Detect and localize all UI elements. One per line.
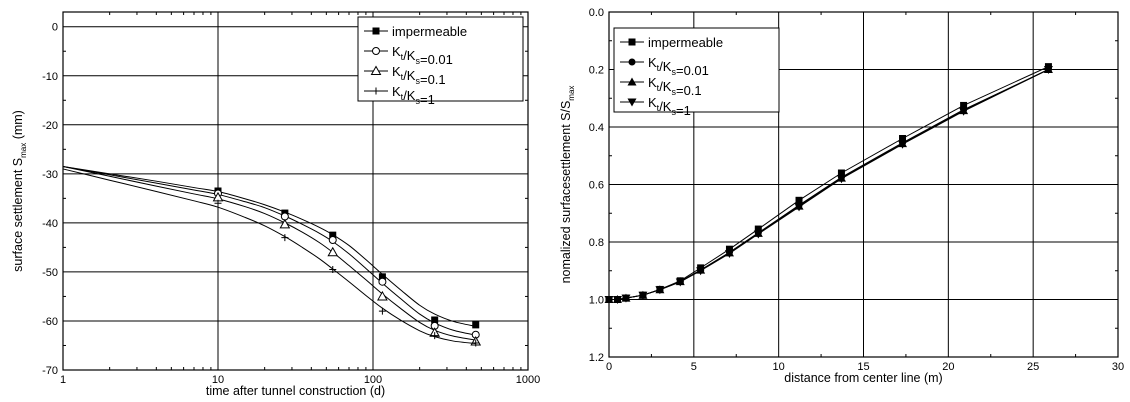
data-point (329, 231, 337, 239)
data-point (794, 203, 804, 212)
data-point (837, 169, 845, 177)
x-axis-label: distance from center line (m) (784, 371, 942, 385)
data-point (696, 267, 706, 276)
legend-label: Kt/Ks=0.1 (392, 64, 446, 87)
series-1 (62, 165, 480, 339)
y-tick-label: -40 (42, 218, 58, 230)
x-tick-label: 15 (857, 361, 869, 373)
data-point (328, 236, 337, 245)
legend-marker (370, 65, 382, 75)
legend-label: impermeable (648, 35, 723, 50)
data-point (604, 296, 614, 304)
y-tick-label: -20 (42, 120, 58, 132)
series-0 (62, 165, 480, 329)
y-tick-label: 0.0 (589, 7, 604, 19)
series-line (62, 165, 476, 341)
x-tick-label: 1 (60, 374, 66, 386)
legend-label: Kt/Ks=1 (648, 95, 691, 118)
x-tick-label: 20 (942, 361, 954, 373)
legend-marker (627, 98, 637, 107)
data-point (753, 230, 763, 239)
legend-marker (628, 58, 636, 66)
data-point (959, 107, 969, 116)
y-tick-label: -60 (42, 316, 58, 328)
y-tick-label: 1.0 (589, 295, 604, 307)
legend-label: Kt/Ks=0.1 (648, 75, 702, 98)
data-point (378, 307, 386, 315)
y-tick-label: -50 (42, 267, 58, 279)
y-axis-label: surface settlement Smax (mm) (11, 110, 28, 272)
data-point (960, 101, 968, 109)
data-point (638, 291, 648, 300)
data-point (279, 218, 291, 229)
legend-label: Kt/Ks=0.01 (392, 44, 453, 67)
data-point (378, 273, 386, 281)
y-tick-label: 0.2 (589, 65, 604, 77)
y-tick-label: 0 (52, 22, 58, 34)
x-tick-label: 10 (773, 361, 785, 373)
data-point (898, 140, 908, 149)
legend-box (613, 27, 780, 113)
data-point (377, 290, 388, 301)
series-line (62, 168, 476, 345)
series-line (62, 165, 476, 336)
y-tick-label: -70 (42, 365, 58, 377)
x-tick-label: 1000 (516, 374, 540, 386)
series-3 (604, 66, 1053, 304)
data-point (329, 265, 337, 273)
data-point (612, 296, 622, 304)
data-point (1043, 66, 1053, 74)
data-point (655, 286, 665, 295)
data-point (675, 278, 685, 287)
legend-marker (628, 38, 636, 46)
y-tick-label: 0.6 (589, 180, 604, 192)
plot-frame (62, 11, 529, 371)
legend-label: Kt/Ks=1 (392, 84, 435, 107)
data-point (472, 321, 480, 329)
data-point (795, 196, 803, 204)
x-axis-label: time after tunnel construction (d) (206, 384, 385, 398)
legend-label: Kt/Ks=0.01 (648, 55, 709, 78)
data-point (431, 332, 439, 340)
x-tick-label: 25 (1027, 361, 1039, 373)
data-point (327, 246, 339, 257)
data-point (621, 294, 631, 303)
legend-marker (627, 77, 637, 86)
data-point (281, 234, 289, 242)
data-point (378, 277, 387, 286)
y-tick-label: -10 (42, 71, 58, 83)
data-point (724, 250, 734, 258)
x-tick-label: 5 (691, 361, 697, 373)
y-tick-label: 0.8 (589, 237, 604, 249)
data-point (472, 339, 480, 347)
data-point (214, 199, 222, 207)
legend-label: impermeable (392, 24, 467, 39)
left-chart: 1 10 100 1000 0 -10 -20 -30 -40 -50 -60 -70 time aft… (11, 11, 540, 398)
data-point (431, 316, 439, 324)
y-axis-label: nomalized surfacesettlement S/Smax (559, 86, 576, 284)
x-tick-label: 100 (364, 374, 382, 386)
x-tick-label: 0 (606, 361, 612, 373)
series-line (609, 69, 1049, 300)
series-line (62, 165, 476, 327)
legend-marker (372, 27, 380, 35)
data-point (899, 135, 907, 142)
y-tick-label: -30 (42, 169, 58, 181)
x-tick-label: 30 (1112, 361, 1124, 373)
right-chart: 0 5 10 15 20 25 30 0.0 0.2 0.4 0.6 0.8 1.0 1.2 distanc… (559, 7, 1124, 385)
y-tick-label: 0.4 (589, 122, 604, 134)
y-tick-label: 1.2 (589, 352, 604, 364)
data-point (836, 175, 846, 184)
series-2 (62, 165, 482, 346)
series-3 (62, 168, 480, 347)
plot-frame (608, 11, 1119, 358)
x-tick-label: 10 (212, 374, 224, 386)
legend-marker (372, 47, 380, 55)
legend-marker (372, 87, 380, 95)
